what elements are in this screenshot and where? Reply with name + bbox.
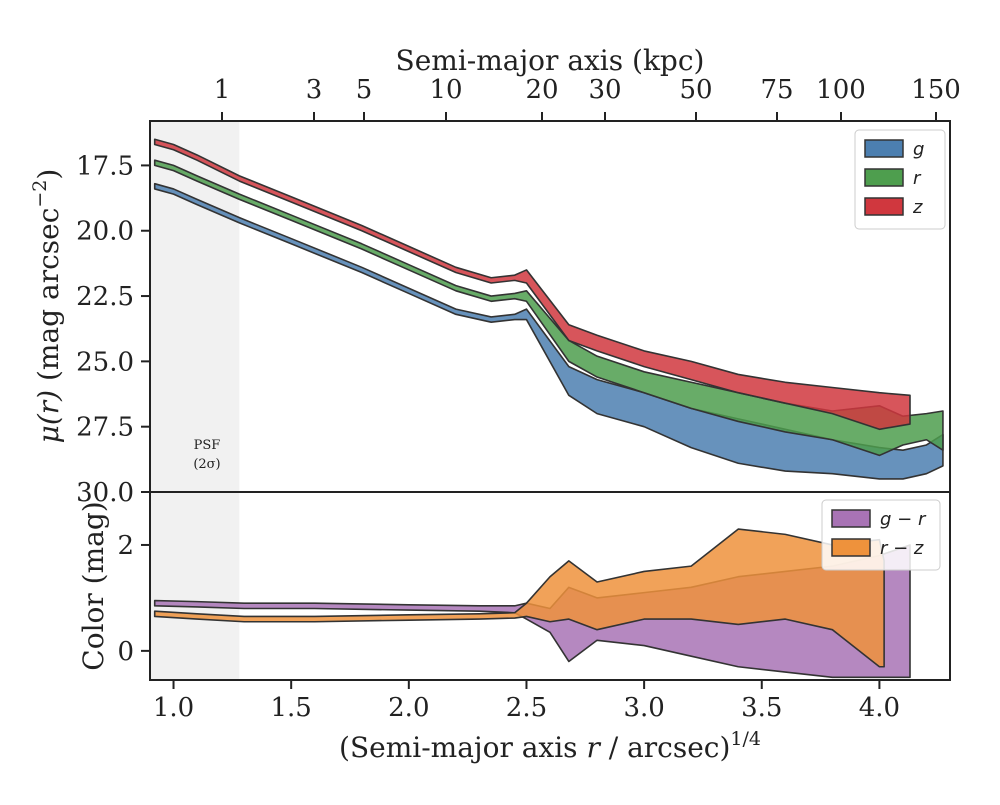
- kpc-tick-label: 3: [306, 75, 323, 105]
- band-mu-z: [153, 138, 911, 431]
- top-y-axis: 17.5 20.0 22.5 25.0 27.5 30.0: [76, 151, 150, 508]
- kpc-tick-label: 75: [760, 75, 793, 105]
- bottom-panel-frame: [149, 491, 951, 681]
- top-y-tick-label: 20.0: [76, 217, 134, 247]
- top-y-tick-label: 22.5: [76, 282, 134, 312]
- kpc-tick-label: 150: [911, 75, 961, 105]
- top-y-axis-title: μ(r) (mag arcsec−2): [29, 169, 65, 444]
- legend-swatch: [864, 139, 904, 158]
- x-tick-label: 4.0: [859, 693, 900, 723]
- top-legend: grz: [854, 129, 946, 230]
- legend-swatch: [864, 197, 904, 216]
- psf-label: PSF: [194, 438, 221, 453]
- kpc-tick-label: 5: [356, 75, 373, 105]
- x-tick-label: 3.0: [623, 693, 664, 723]
- top-y-tick-label: 30.0: [76, 478, 134, 508]
- kpc-tick-label: 1: [214, 75, 231, 105]
- top-y-tick-label: 27.5: [76, 413, 134, 443]
- bottom-x-axis: 1.0 1.5 2.0 2.5 3.0 3.5 4.0: [153, 680, 900, 723]
- legend-swatch: [831, 509, 871, 528]
- top-kpc-axis: 1 3 5 10 20 30 50 75 100 150: [214, 75, 961, 121]
- top-y-tick-label: 25.0: [76, 347, 134, 377]
- x-tick-label: 2.5: [506, 693, 547, 723]
- bottom-legend: g − r r − z: [821, 499, 941, 571]
- legend-label: g: [913, 139, 924, 160]
- legend-label: z: [912, 197, 923, 218]
- psf-sigma-label: (2σ): [193, 457, 220, 472]
- kpc-tick-label: 30: [588, 75, 621, 105]
- psf-region-top: [150, 121, 240, 492]
- legend-swatch: [864, 168, 904, 187]
- kpc-tick-label: 10: [429, 75, 462, 105]
- x-axis-title: (Semi-major axis r / arcsec)1/4: [339, 728, 761, 764]
- surface-brightness-series: [153, 138, 944, 480]
- x-tick-label: 3.5: [741, 693, 782, 723]
- top-y-tick-label: 17.5: [76, 151, 134, 181]
- x-tick-label: 1.5: [270, 693, 311, 723]
- band-mu-r: [153, 159, 944, 457]
- legend-label: r − z: [880, 538, 924, 559]
- bottom-y-axis: 02: [117, 531, 150, 667]
- kpc-tick-label: 100: [816, 75, 866, 105]
- band-color-r-z: [153, 528, 885, 668]
- top-axis-title: Semi-major axis (kpc): [396, 44, 705, 77]
- kpc-tick-label: 20: [525, 75, 558, 105]
- legend-label: r: [913, 168, 922, 189]
- kpc-tick-label: 50: [679, 75, 712, 105]
- x-tick-label: 1.0: [153, 693, 194, 723]
- psf-region-bottom: [150, 492, 240, 680]
- legend-swatch: [831, 538, 871, 557]
- bottom-y-tick-label: 0: [117, 637, 134, 667]
- bottom-y-axis-title: Color (mag): [77, 501, 110, 670]
- bottom-y-tick-label: 2: [117, 531, 134, 561]
- x-tick-label: 2.0: [388, 693, 429, 723]
- legend-label: g − r: [880, 509, 927, 530]
- color-series: [153, 528, 911, 679]
